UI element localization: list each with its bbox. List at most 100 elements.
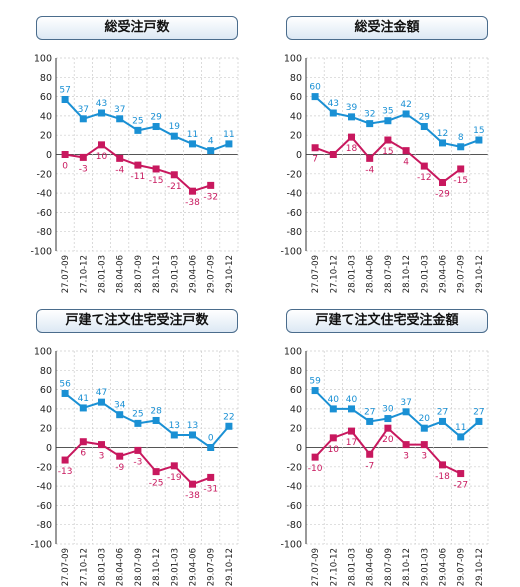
data-point (134, 126, 142, 134)
data-point (420, 424, 428, 432)
data-label: 17 (346, 438, 357, 448)
data-point (457, 143, 465, 151)
data-label: -27 (453, 481, 468, 491)
chart-panel-total-units: 総受注戸数 100 80 60 40 20 0 -20 -40 -60 -80 -100 H27.07… (0, 0, 260, 293)
x-tick-label: H29.07-09 (207, 255, 217, 293)
data-label: 40 (346, 395, 358, 405)
x-tick-label: H28.07-09 (384, 255, 394, 293)
data-point (134, 161, 142, 169)
chart-panel-total-amount: 総受注金額 100 80 60 40 20 0 -20 -40 -60 -80 -100 H27.07… (250, 0, 510, 293)
data-label: 27 (437, 407, 448, 417)
data-label: 56 (59, 379, 71, 389)
y-tick-label: -80 (36, 227, 52, 238)
x-tick-label: H28.04-06 (116, 548, 126, 586)
data-label: 25 (132, 116, 143, 126)
data-label: 15 (382, 147, 393, 157)
y-tick-label: -60 (36, 208, 52, 219)
x-tick-label: H28.01-03 (348, 255, 358, 293)
y-tick-label: 20 (290, 424, 302, 435)
data-point (384, 136, 392, 144)
y-tick-label: 20 (40, 424, 52, 435)
data-label: 11 (187, 130, 198, 140)
data-point (311, 93, 319, 101)
data-label: 7 (312, 155, 318, 165)
x-tick-label: H28.01-03 (348, 548, 358, 586)
data-point (348, 113, 355, 121)
y-tick-label: 40 (40, 404, 52, 415)
data-point (170, 132, 178, 140)
data-label: 25 (132, 409, 143, 419)
data-point (420, 123, 428, 131)
data-label: 11 (223, 130, 234, 140)
chart-title: 総受注金額 (286, 16, 488, 40)
data-point (457, 433, 465, 441)
data-label: -3 (133, 457, 142, 467)
data-point (79, 153, 87, 161)
data-point (457, 165, 465, 173)
data-point (384, 415, 392, 423)
data-label: -12 (417, 173, 432, 183)
x-tick-label: H29.07-09 (457, 548, 467, 586)
data-point (79, 404, 87, 412)
x-tick-label: H29.04-06 (189, 255, 199, 293)
x-tick-label: H28.01-03 (98, 255, 108, 293)
y-tick-label: 0 (296, 443, 302, 454)
x-tick-label: H29.01-03 (420, 548, 430, 586)
y-tick-label: -60 (286, 501, 302, 512)
data-point (329, 434, 337, 442)
y-tick-label: -100 (280, 247, 302, 258)
x-tick-label: H28.04-06 (366, 255, 376, 293)
data-label: -29 (435, 189, 450, 199)
y-tick-label: 80 (290, 366, 302, 377)
x-tick-label: H28.10-12 (402, 255, 412, 293)
data-point (366, 120, 374, 128)
data-point (98, 441, 105, 449)
x-tick-label: H29.04-06 (439, 548, 449, 586)
y-tick-label: 100 (284, 347, 302, 358)
data-label: -10 (308, 464, 323, 474)
data-label: -4 (365, 165, 374, 175)
data-point (207, 473, 215, 481)
data-point (348, 427, 355, 435)
data-label: -3 (79, 164, 88, 174)
chart-panel-custom-house-amount: 戸建て注文住宅受注金額 100 80 60 40 20 0 -20 -40 -60 -80 -100… (250, 293, 510, 586)
data-label: 60 (309, 83, 321, 93)
data-label: -9 (115, 463, 124, 473)
x-tick-label: H29.04-06 (189, 548, 199, 586)
data-point (420, 441, 428, 449)
data-point (98, 109, 105, 117)
data-label: 27 (473, 407, 484, 417)
y-tick-label: -40 (36, 482, 52, 493)
data-label: -15 (453, 176, 468, 186)
data-point (439, 139, 446, 147)
data-label: 12 (437, 129, 448, 139)
y-tick-label: -60 (286, 208, 302, 219)
data-point (116, 411, 124, 419)
data-point (329, 151, 337, 158)
data-point (61, 389, 69, 397)
data-label: 39 (346, 103, 358, 113)
x-tick-label: H29.10-12 (225, 255, 235, 293)
y-tick-label: -80 (286, 520, 302, 531)
y-tick-label: 100 (284, 54, 302, 65)
data-label: 59 (309, 377, 321, 387)
data-label: 43 (96, 99, 107, 109)
series-line (314, 95, 480, 148)
data-point (116, 154, 124, 162)
x-tick-label: H27.07-09 (311, 548, 321, 586)
data-point (348, 133, 355, 141)
y-tick-label: 60 (40, 92, 52, 103)
data-point (225, 422, 233, 430)
data-label: 37 (78, 105, 89, 115)
data-label: -15 (149, 176, 164, 186)
data-label: -18 (435, 472, 450, 482)
chart-title: 戸建て注文住宅受注金額 (286, 309, 488, 333)
data-point (134, 446, 142, 454)
y-tick-label: 0 (46, 150, 52, 161)
y-tick-label: 20 (40, 131, 52, 142)
data-point (384, 424, 392, 432)
y-tick-label: -40 (36, 189, 52, 200)
data-label: 0 (62, 162, 68, 172)
x-tick-label: H27.10-12 (329, 548, 339, 586)
